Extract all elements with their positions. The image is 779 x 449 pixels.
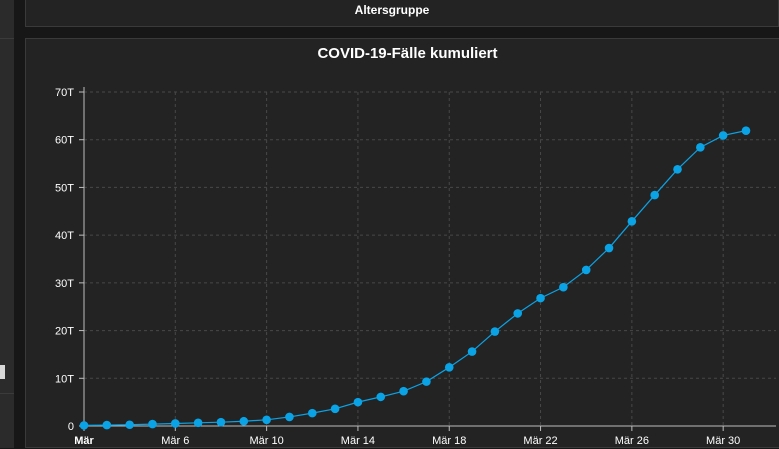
data-point (216, 417, 226, 427)
y-tick-label: 30T (55, 278, 74, 290)
y-tick-label: 10T (55, 373, 74, 385)
data-point (285, 412, 294, 422)
data-point (79, 421, 89, 430)
x-tick-label: Mär 30 (706, 435, 740, 447)
data-point (696, 143, 705, 152)
y-tick-label: 70T (55, 87, 74, 99)
age-group-title: Altersgruppe (354, 3, 430, 17)
data-point (490, 327, 500, 336)
data-point (353, 397, 363, 407)
x-tick-label: Mär 18 (432, 435, 466, 447)
sidebar-handle[interactable] (0, 365, 5, 379)
data-point (559, 282, 568, 292)
data-point (376, 392, 386, 402)
x-tick-label: Mär 14 (341, 435, 375, 447)
data-point (422, 377, 431, 386)
data-point (627, 217, 637, 226)
data-point (193, 418, 203, 428)
left-sidebar-edge (0, 0, 14, 448)
data-point (171, 419, 180, 428)
data-point (262, 415, 271, 425)
data-point (307, 408, 317, 418)
chart-panel: COVID-19-Fälle kumuliert 0 10T 20T 30T 40T 50… (25, 38, 779, 448)
data-point (444, 363, 454, 372)
data-point (148, 419, 157, 429)
series-line (83, 130, 747, 426)
sidebar-divider (0, 393, 14, 394)
sidebar-divider (0, 38, 14, 39)
x-tick-label: Mär 22 (523, 435, 557, 447)
data-point (650, 190, 659, 200)
data-point (741, 126, 751, 135)
data-point (125, 420, 134, 430)
data-point (102, 420, 112, 430)
data-point (330, 404, 340, 414)
data-point (239, 416, 249, 426)
y-tick-label: 40T (55, 230, 74, 242)
data-point (467, 347, 477, 356)
data-point (536, 293, 545, 303)
x-tick-label: Mär 26 (615, 435, 649, 447)
y-tick-label: 60T (55, 135, 74, 147)
chart-title: COVID-19-Fälle kumuliert (317, 45, 498, 62)
data-point (581, 265, 591, 275)
data-point (513, 309, 523, 318)
data-point (604, 243, 614, 253)
data-point (673, 164, 682, 174)
y-tick-label: 50T (55, 182, 74, 194)
y-tick-label: 20T (55, 326, 74, 338)
x-tick-label: Mär (74, 435, 94, 447)
y-tick-label: 0 (68, 421, 74, 433)
data-point (399, 386, 408, 396)
x-tick-label: Mär 6 (161, 435, 189, 447)
age-group-panel: Altersgruppe (25, 0, 779, 27)
cumulative-cases-chart: 0 10T 20T 30T 40T 50T 60T 70T Mär Mär 6 Mär 10 Mär … (55, 87, 776, 447)
data-point (718, 131, 728, 140)
x-tick-label: Mär 10 (249, 435, 283, 447)
